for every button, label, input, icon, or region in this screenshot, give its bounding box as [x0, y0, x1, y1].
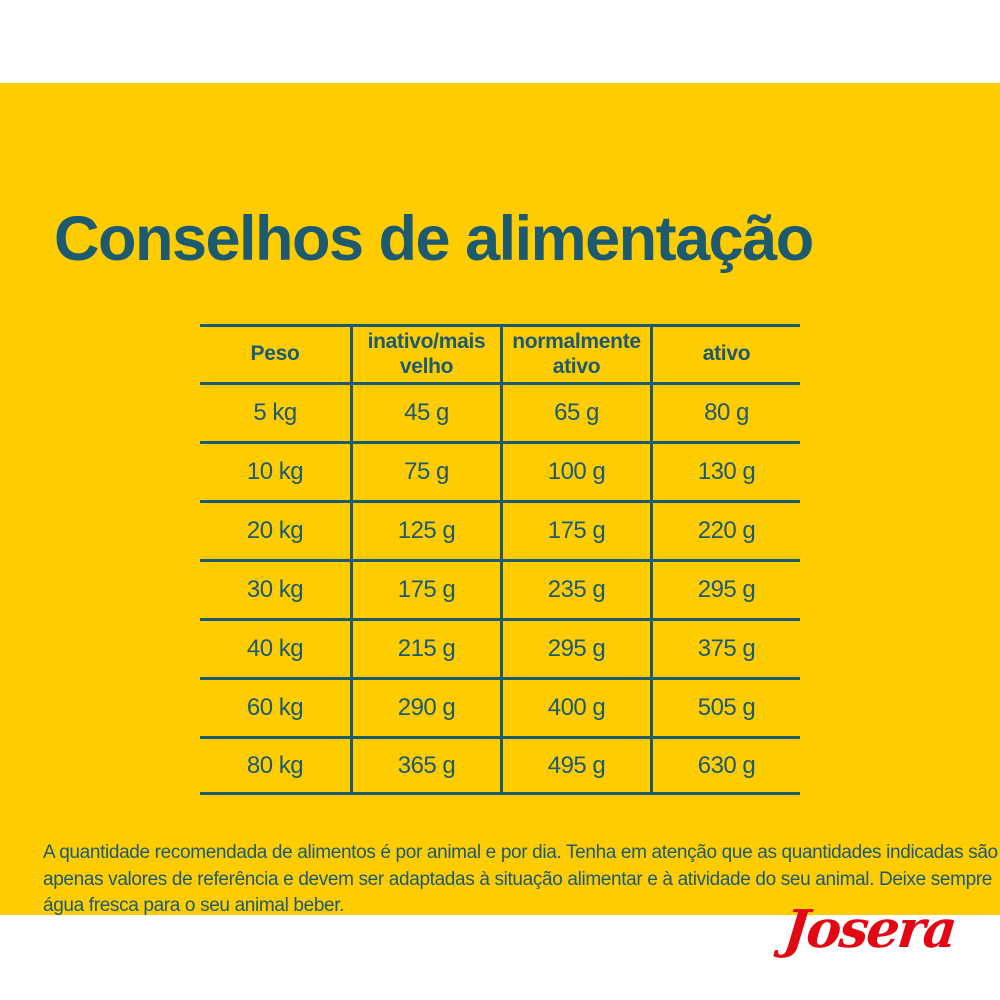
- table-cell: 40 kg: [200, 618, 350, 677]
- table-header-active: ativo: [650, 324, 800, 382]
- table-cell: 365 g: [350, 736, 500, 795]
- table-cell: 235 g: [500, 559, 650, 618]
- table-cell: 20 kg: [200, 500, 350, 559]
- table-cell: 65 g: [500, 382, 650, 441]
- table-header-peso: Peso: [200, 324, 350, 382]
- table-cell: 60 kg: [200, 677, 350, 736]
- table-cell: 295 g: [500, 618, 650, 677]
- table-cell: 220 g: [650, 500, 800, 559]
- table-cell: 290 g: [350, 677, 500, 736]
- table-cell: 75 g: [350, 441, 500, 500]
- table-header-inactive: inativo/mais velho: [350, 324, 500, 382]
- table-cell: 130 g: [650, 441, 800, 500]
- yellow-panel: Conselhos de alimentação Peso inativo/ma…: [0, 83, 1000, 960]
- table-cell: 215 g: [350, 618, 500, 677]
- page-title: Conselhos de alimentação: [54, 204, 814, 274]
- table-cell: 175 g: [350, 559, 500, 618]
- table-cell: 100 g: [500, 441, 650, 500]
- table-cell: 400 g: [500, 677, 650, 736]
- table-cell: 375 g: [650, 618, 800, 677]
- disclaimer-text: A quantidade recomendada de alimentos é …: [43, 840, 998, 920]
- table-cell: 80 g: [650, 382, 800, 441]
- disclaimer-line: água fresca para o seu animal beber.: [43, 895, 345, 916]
- table-cell: 505 g: [650, 677, 800, 736]
- table-cell: 125 g: [350, 500, 500, 559]
- table-cell: 495 g: [500, 736, 650, 795]
- disclaimer-line: A quantidade recomendada de alimentos é …: [43, 842, 998, 863]
- table-cell: 295 g: [650, 559, 800, 618]
- table-cell: 30 kg: [200, 559, 350, 618]
- table-cell: 5 kg: [200, 382, 350, 441]
- table-cell: 45 g: [350, 382, 500, 441]
- table-header-normal: normalmente ativo: [500, 324, 650, 382]
- disclaimer-line: apenas valores de referência e devem ser…: [43, 868, 993, 890]
- feeding-table: Peso inativo/mais velho normalmente ativ…: [200, 324, 800, 795]
- josera-logo: Josera: [781, 899, 959, 960]
- table-cell: 10 kg: [200, 441, 350, 500]
- table-cell: 80 kg: [200, 736, 350, 795]
- table-cell: 175 g: [500, 500, 650, 559]
- table-cell: 630 g: [650, 736, 800, 795]
